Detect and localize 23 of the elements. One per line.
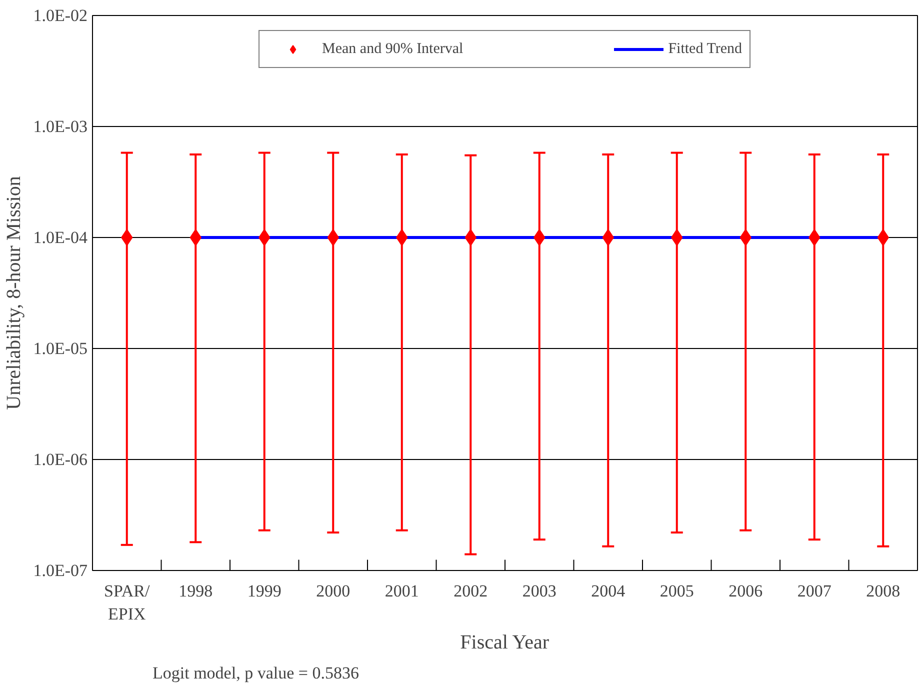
- x-tick-label: 1998: [178, 582, 213, 600]
- legend-label: Fitted Trend: [668, 40, 742, 58]
- x-axis-title: Fiscal Year: [460, 631, 550, 654]
- x-tick-label: 2006: [728, 582, 763, 600]
- x-tick-label: 2005: [660, 582, 694, 600]
- text: Logit model, p value = 0.5836: [152, 664, 359, 682]
- x-tick-label: SPAR/ EPIX: [104, 582, 150, 624]
- y-axis-title: Unreliability, 8-hour Mission: [3, 176, 26, 410]
- y-tick-label: 1.0E-04: [33, 228, 88, 247]
- x-tick-label: 2008: [866, 582, 900, 600]
- y-tick-label: 1.0E-03: [33, 117, 88, 136]
- x-tick-label: 2001: [384, 582, 419, 600]
- y-tick-label: 1.0E-06: [33, 450, 88, 469]
- legend-label: Mean and 90% Interval: [322, 40, 464, 58]
- x-tick-label: 1999: [247, 582, 282, 600]
- x-tick-label: 2000: [316, 582, 350, 600]
- x-tick-label: 2003: [522, 582, 556, 600]
- x-tick-label: 2007: [797, 582, 832, 600]
- y-tick-label: 1.0E-02: [33, 6, 88, 25]
- y-tick-label: 1.0E-05: [33, 339, 88, 358]
- y-tick-label: 1.0E-07: [33, 561, 88, 580]
- x-tick-label: 2004: [591, 582, 626, 600]
- x-tick-label: 2002: [454, 582, 488, 600]
